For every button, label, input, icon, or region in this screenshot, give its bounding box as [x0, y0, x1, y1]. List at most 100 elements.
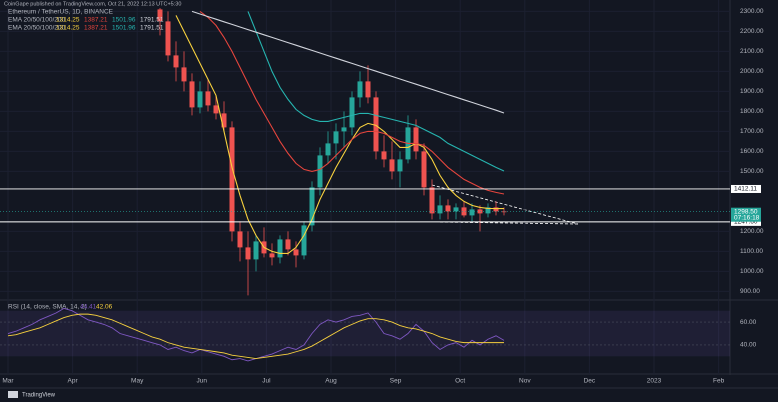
- candle-body: [437, 205, 443, 214]
- candle-body: [381, 151, 387, 160]
- legend-text: EMA 20/50/100/200: [8, 17, 65, 24]
- y-tick-label: 2300.00: [740, 8, 764, 15]
- candle-body: [221, 113, 227, 128]
- candle-body: [301, 225, 307, 256]
- candle-body: [493, 207, 499, 212]
- candle-body: [397, 159, 403, 172]
- level-label: 1412.11: [734, 186, 757, 193]
- x-tick-label: Feb: [713, 378, 725, 385]
- candle-body: [389, 159, 395, 172]
- candle-body: [277, 239, 283, 258]
- legend-text: 1314.25: [56, 25, 80, 32]
- publisher: CoinGape published on TradingView.com, O…: [4, 1, 181, 7]
- last-price-label: 1298.50: [734, 208, 758, 215]
- candle-body: [253, 241, 259, 260]
- candle-body: [181, 67, 187, 82]
- candle-body: [429, 187, 435, 214]
- line-series: [247, 11, 505, 172]
- x-tick-label: Mar: [2, 378, 14, 385]
- last-price-box: [731, 207, 761, 222]
- level-label: 1247.60: [734, 219, 758, 226]
- legend-text: 1387.21: [84, 25, 108, 32]
- symbol-title: Ethereum / TetherUS, 1D, BINANCE: [8, 9, 114, 16]
- candle-body: [165, 21, 171, 56]
- y-tick-label: 1000.00: [740, 268, 764, 275]
- indicator-value: 42.06: [96, 304, 113, 311]
- logo-icon: [8, 391, 18, 398]
- candle-body: [413, 127, 419, 152]
- candle-body: [269, 253, 275, 258]
- candle-body: [469, 209, 475, 216]
- legend-text: EMA 20/50/100/200: [8, 25, 65, 32]
- trendline: [439, 221, 579, 225]
- y-tick-label: 1600.00: [740, 148, 764, 155]
- candle-body: [229, 127, 235, 232]
- candle-body: [213, 105, 219, 114]
- legend-text: 1501.96: [112, 25, 136, 32]
- candle-body: [237, 231, 243, 248]
- x-tick-label: Sep: [390, 378, 402, 385]
- x-tick-label: May: [131, 378, 144, 385]
- candle-body: [333, 131, 339, 144]
- y-tick-label: 2200.00: [740, 28, 764, 35]
- y-tick-label: 60.00: [740, 319, 757, 326]
- x-tick-label: Aug: [325, 378, 337, 385]
- candle-body: [421, 151, 427, 188]
- y-tick-label: 1900.00: [740, 88, 764, 95]
- candle-body: [205, 91, 211, 106]
- candle-body: [173, 55, 179, 68]
- legend-text: 1314.25: [56, 17, 80, 24]
- y-tick-label: 1200.00: [740, 228, 764, 235]
- y-tick-label: 2000.00: [740, 68, 764, 75]
- candle-body: [285, 239, 291, 250]
- x-tick-label: Jun: [197, 378, 208, 385]
- trendline: [431, 184, 579, 225]
- indicator-value: 44.41: [80, 304, 97, 311]
- candle-body: [197, 91, 203, 108]
- candle-body: [317, 155, 323, 188]
- legend-text: 1387.21: [84, 17, 108, 24]
- candle-body: [453, 207, 459, 212]
- y-tick-label: 1100.00: [740, 248, 763, 255]
- candle-body: [309, 187, 315, 226]
- candle-body: [485, 207, 491, 214]
- y-tick-label: 40.00: [740, 342, 757, 349]
- candle-body: [189, 81, 195, 108]
- x-tick-label: Dec: [584, 378, 596, 385]
- rsi-band: [0, 310, 730, 357]
- level-label-box: [731, 217, 761, 226]
- legend-text: 1791.51: [140, 25, 164, 32]
- plot: 2300.00 2200.00 2100.00 2000.00 1900.00 1800.…: [0, 0, 764, 385]
- y-tick-label: 2100.00: [740, 48, 764, 55]
- x-tick-label: Nov: [519, 378, 531, 385]
- x-tick-label: Jul: [262, 378, 271, 385]
- line-series: [7, 313, 504, 360]
- legend-text: 1791.51: [140, 17, 164, 24]
- candle-body: [157, 9, 163, 22]
- x-tick-label: Apr: [68, 378, 79, 385]
- candle-body: [365, 81, 371, 98]
- y-tick-label: 1800.00: [740, 108, 764, 115]
- y-tick-label: 900.00: [740, 288, 760, 295]
- countdown: 07:16:18: [734, 214, 760, 221]
- candle-body: [325, 143, 331, 156]
- candle-body: [445, 205, 451, 212]
- candle-body: [349, 97, 355, 128]
- candle-body: [357, 81, 363, 98]
- level-label-box: [731, 184, 761, 193]
- candle-body: [245, 247, 251, 260]
- x-tick-label: 2023: [647, 378, 662, 385]
- indicator-title: RSI (14, close, SMA, 14, 2): [8, 304, 87, 311]
- candle-body: [293, 249, 299, 256]
- line-series: [191, 10, 505, 114]
- y-tick-label: 1700.00: [740, 128, 764, 135]
- candle-body: [341, 127, 347, 132]
- candle-body: [461, 207, 467, 216]
- y-tick-label: 1500.00: [740, 168, 764, 175]
- footer-logo: TradingView: [22, 393, 56, 399]
- candle-body: [373, 97, 379, 152]
- legend-text: 1501.96: [112, 17, 136, 24]
- line-series: [199, 10, 505, 195]
- x-tick-label: Oct: [455, 378, 465, 385]
